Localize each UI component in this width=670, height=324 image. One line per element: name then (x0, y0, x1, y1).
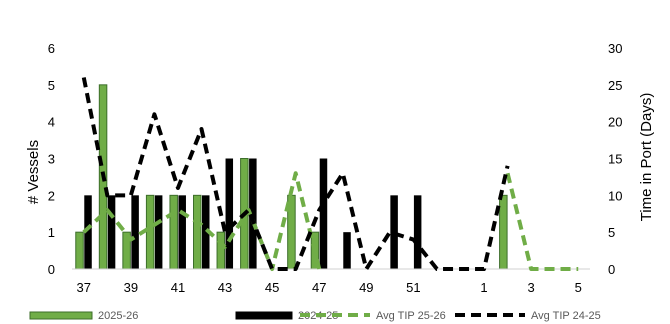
y-axis-title-right: Time in Port (Days) (638, 93, 655, 222)
x-tick: 49 (359, 280, 373, 295)
line-avg-tip-25-26 (505, 172, 579, 271)
x-tick: 51 (406, 280, 420, 295)
x-tick: 47 (312, 280, 326, 295)
legend-label: 2025-26 (98, 310, 138, 322)
x-tick: 1 (480, 280, 487, 295)
y-tick-right: 5 (608, 225, 615, 240)
y-tick-left: 0 (48, 262, 55, 277)
y-tick-right: 0 (608, 262, 615, 277)
y-axis-title-left: # Vessels (25, 140, 42, 204)
legend-item: Avg TIP 24-25 (455, 310, 601, 322)
legend-label: Avg TIP 25-26 (376, 310, 446, 322)
bar-2025-26 (216, 231, 226, 270)
bar-2025-26 (145, 194, 155, 270)
x-tick: 37 (77, 280, 91, 295)
bar-2025-26 (499, 194, 508, 270)
x-tick: 39 (124, 280, 138, 295)
y-tick-left: 2 (48, 188, 55, 203)
y-tick-right: 30 (608, 41, 622, 56)
bar-2024-25 (154, 195, 163, 269)
bar-2024-25 (390, 195, 398, 269)
bar-2024-25 (319, 158, 328, 269)
x-tick: 3 (528, 280, 535, 295)
y-tick-right: 15 (608, 152, 622, 167)
bar-2024-25 (343, 232, 351, 269)
tip-lines (81, 77, 579, 271)
line-avg-tip-25-26 (82, 171, 322, 271)
legend-label: Avg TIP 24-25 (531, 310, 601, 322)
bar-2025-26 (193, 194, 202, 270)
bar-2024-25 (202, 195, 210, 269)
y-tick-left: 6 (48, 41, 55, 56)
bar-2024-25 (178, 195, 186, 269)
y-axis-left-ticks: 0 1 2 3 4 5 6 (48, 41, 55, 277)
bars (75, 84, 508, 270)
x-tick: 5 (575, 280, 582, 295)
x-tick: 43 (218, 280, 232, 295)
y-axis-right-ticks: 0 5 10 15 20 25 30 (608, 41, 622, 277)
x-tick: 41 (171, 280, 185, 295)
bar-2024-25 (107, 195, 116, 269)
legend-swatch (235, 311, 293, 320)
legend-item: Avg TIP 25-26 (300, 310, 446, 322)
y-tick-right: 10 (608, 188, 622, 203)
bar-2025-26 (169, 194, 178, 270)
bar-2025-26 (75, 231, 84, 270)
bar-2024-25 (249, 158, 257, 269)
bar-2024-25 (413, 195, 422, 269)
y-tick-right: 25 (608, 78, 622, 93)
y-tick-left: 4 (48, 115, 55, 130)
bar-2024-25 (131, 195, 139, 269)
y-tick-left: 1 (48, 225, 55, 240)
line-avg-tip-24-25 (81, 77, 510, 271)
legend-swatch (29, 311, 93, 320)
y-tick-right: 20 (608, 115, 622, 130)
x-tick: 45 (265, 280, 279, 295)
y-tick-left: 3 (48, 152, 55, 167)
x-axis-ticks: 37 39 41 43 45 47 49 51 1 3 5 (77, 280, 582, 295)
legend-item: 2025-26 (29, 310, 138, 322)
bar-2024-25 (84, 195, 92, 269)
y-tick-left: 5 (48, 78, 55, 93)
bar-2024-25 (225, 158, 234, 269)
